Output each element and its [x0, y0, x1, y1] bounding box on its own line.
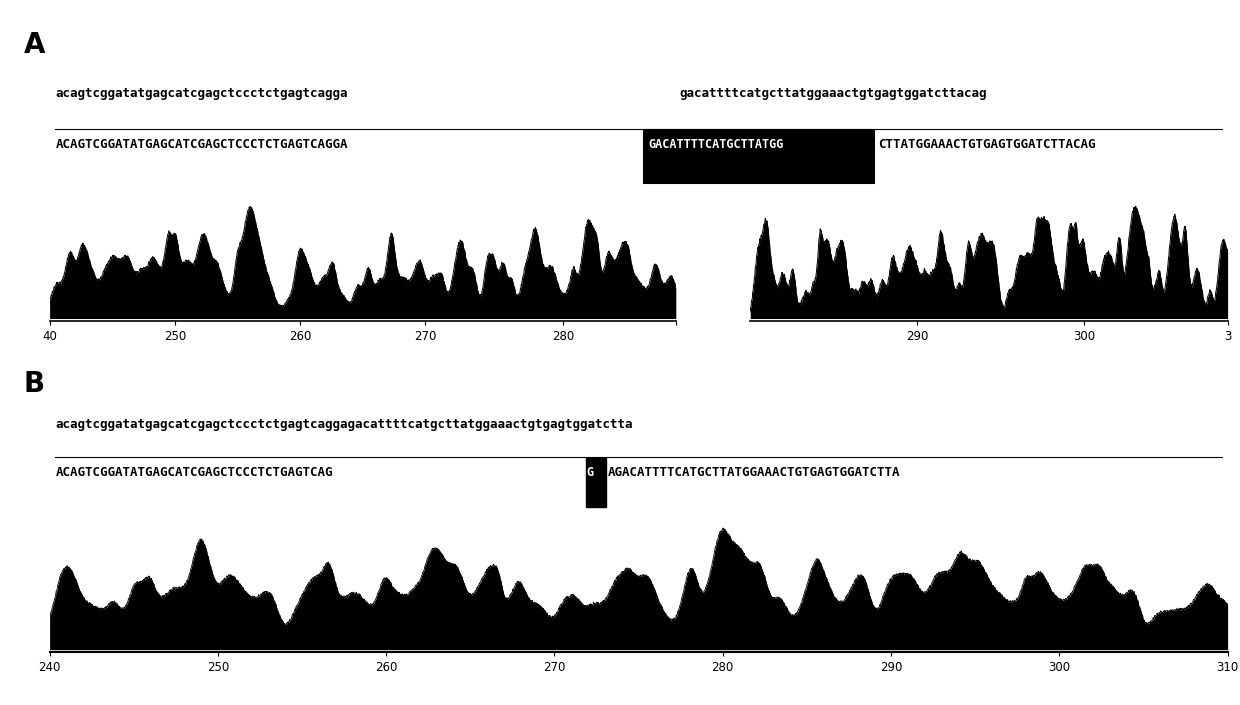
- Text: gacattttcatgcttatggaaactgtgagtggatcttacag: gacattttcatgcttatggaaactgtgagtggatcttaca…: [680, 87, 987, 99]
- Text: G: G: [587, 465, 594, 479]
- Bar: [645, 130, 874, 183]
- Text: acagtcggatatgagcatcgagctccctctgagtcaggagacattttcatgcttatggaaactgtgagtggatctta: acagtcggatatgagcatcgagctccctctgagtcaggag…: [56, 417, 632, 431]
- Text: B: B: [24, 369, 45, 398]
- Text: ACAGTCGGATATGAGCATCGAGCTCCCTCTGAGTCAG: ACAGTCGGATATGAGCATCGAGCTCCCTCTGAGTCAG: [56, 465, 334, 479]
- Bar: [585, 458, 605, 508]
- Text: CTTATGGAAACTGTGAGTGGATCTTACAG: CTTATGGAAACTGTGAGTGGATCTTACAG: [878, 138, 1095, 151]
- Text: GACATTTTCATGCTTATGG: GACATTTTCATGCTTATGG: [649, 138, 784, 151]
- Text: ACAGTCGGATATGAGCATCGAGCTCCCTCTGAGTCAGGA: ACAGTCGGATATGAGCATCGAGCTCCCTCTGAGTCAGGA: [56, 138, 348, 151]
- Text: A: A: [24, 31, 45, 59]
- Text: acagtcggatatgagcatcgagctccctctgagtcagga: acagtcggatatgagcatcgagctccctctgagtcagga: [56, 87, 348, 99]
- Text: AGACATTTTCATGCTTATGGAAACTGTGAGTGGATCTTA: AGACATTTTCATGCTTATGGAAACTGTGAGTGGATCTTA: [608, 465, 900, 479]
